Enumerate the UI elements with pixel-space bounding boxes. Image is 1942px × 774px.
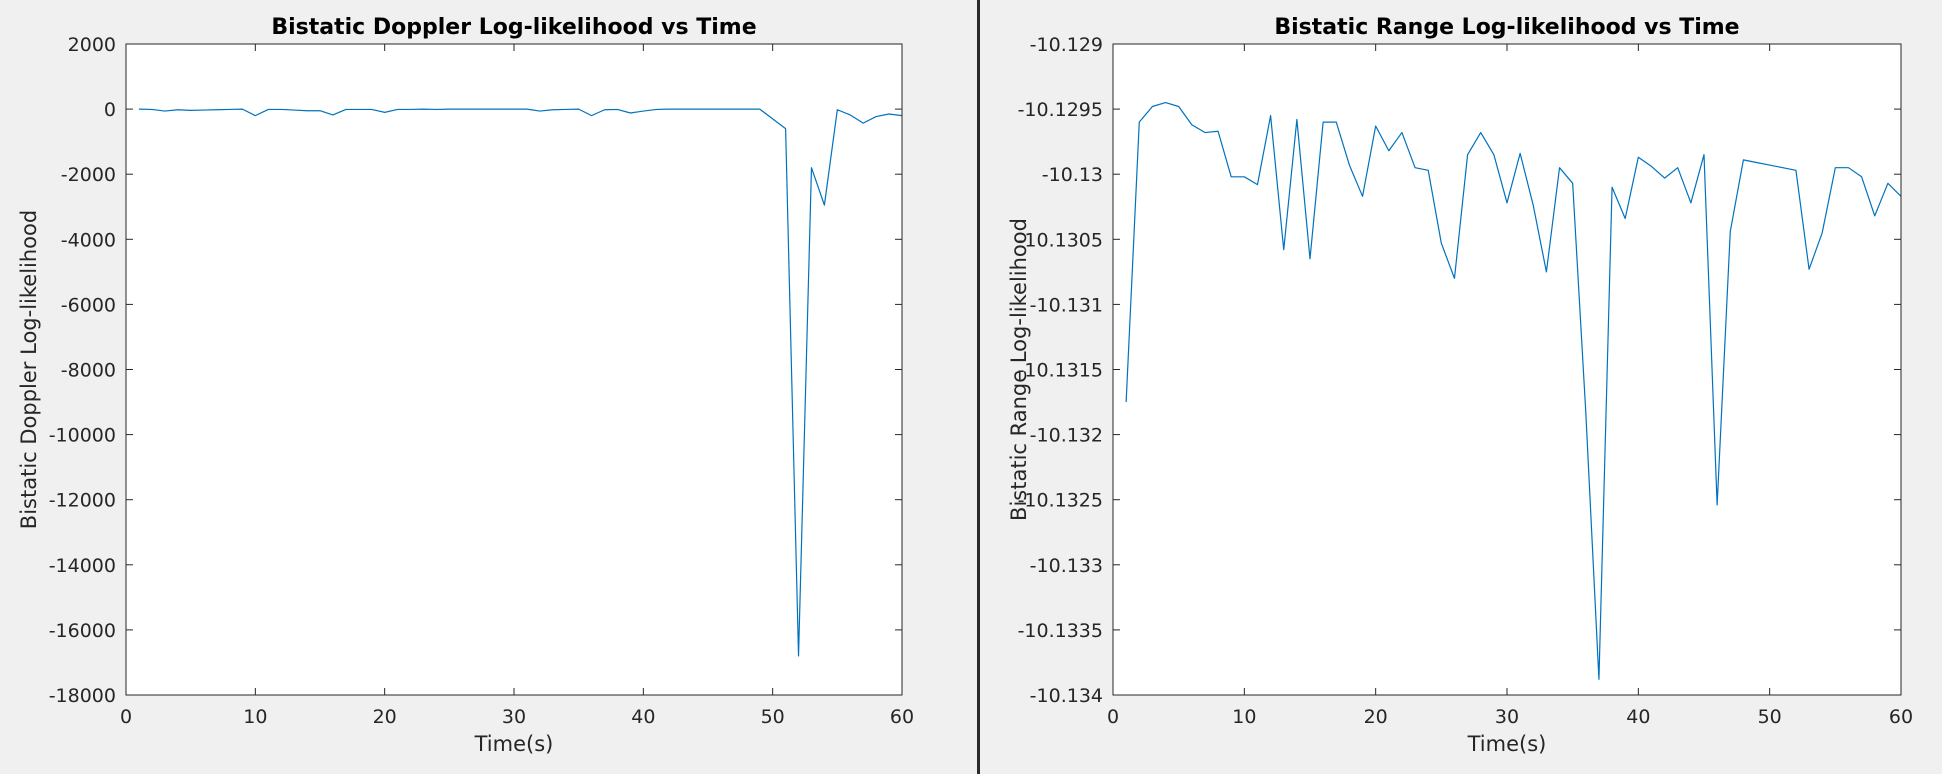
y-tick-label: -10000 — [49, 425, 116, 447]
x-tick-label: 20 — [373, 706, 397, 728]
x-tick-label: 0 — [1107, 706, 1119, 728]
panel-divider[interactable] — [977, 0, 980, 774]
y-tick-label: -10.1325 — [1018, 490, 1103, 512]
y-tick-label: -10.1305 — [1018, 229, 1103, 251]
axes-box — [1112, 43, 1902, 696]
axes-box — [125, 43, 903, 696]
left-figure-panel: Bistatic Doppler Log-likelihood vs Time 0… — [17, 15, 915, 756]
y-tick-label: -10.133 — [1030, 555, 1103, 577]
y-tick-label: -8000 — [61, 360, 116, 382]
y-tick-label: 0 — [104, 99, 116, 121]
y-tick-label: -10.129 — [1030, 34, 1103, 56]
x-tick-label: 0 — [120, 706, 132, 728]
x-tick-label: 30 — [502, 706, 526, 728]
right-figure-panel: Bistatic Range Log-likelihood vs Time 0 10… — [980, 0, 1942, 774]
x-tick-label: 40 — [631, 706, 655, 728]
x-axis-label: Time(s) — [474, 732, 554, 756]
plot-area — [126, 44, 902, 695]
x-tick-label: 50 — [761, 706, 785, 728]
y-tick-label: -10.13 — [1042, 164, 1103, 186]
range-loglikelihood-chart: Bistatic Range Log-likelihood vs Time 0 10… — [1007, 15, 1913, 756]
y-tick-label: -10.134 — [1030, 685, 1103, 707]
y-tick-label: -14000 — [49, 555, 116, 577]
y-tick-label: -10.1315 — [1018, 360, 1103, 382]
y-tick-label: -18000 — [49, 685, 116, 707]
y-tick-label: -10.1335 — [1018, 620, 1103, 642]
y-tick-label: -16000 — [49, 620, 116, 642]
chart-title: Bistatic Doppler Log-likelihood vs Time — [271, 15, 756, 40]
x-tick-label: 30 — [1495, 706, 1519, 728]
x-tick-label: 10 — [243, 706, 267, 728]
x-axis-label: Time(s) — [1467, 732, 1547, 756]
series-line — [138, 108, 902, 657]
plot-area — [1113, 44, 1901, 695]
x-tick-label: 40 — [1626, 706, 1650, 728]
y-tick-label: -2000 — [61, 164, 116, 186]
x-tick-label: 50 — [1758, 706, 1782, 728]
y-axis-label: Bistatic Doppler Log-likelihood — [17, 210, 41, 529]
y-tick-label: -10.131 — [1030, 294, 1103, 316]
y-tick-label: -10.1295 — [1018, 99, 1103, 121]
y-axis-label: Bistatic Range Log-likelihood — [1007, 218, 1031, 521]
series-line — [1125, 101, 1901, 680]
x-tick-label: 60 — [890, 706, 914, 728]
x-tick-label: 10 — [1232, 706, 1256, 728]
y-tick-label: -12000 — [49, 490, 116, 512]
y-tick-label: -4000 — [61, 229, 116, 251]
y-tick-label: -10.132 — [1030, 425, 1103, 447]
doppler-loglikelihood-chart: Bistatic Doppler Log-likelihood vs Time 0… — [17, 15, 914, 756]
chart-title: Bistatic Range Log-likelihood vs Time — [1274, 15, 1739, 40]
y-tick-label: 2000 — [68, 34, 116, 56]
x-tick-label: 60 — [1889, 706, 1913, 728]
y-tick-label: -6000 — [61, 294, 116, 316]
x-tick-label: 20 — [1364, 706, 1388, 728]
